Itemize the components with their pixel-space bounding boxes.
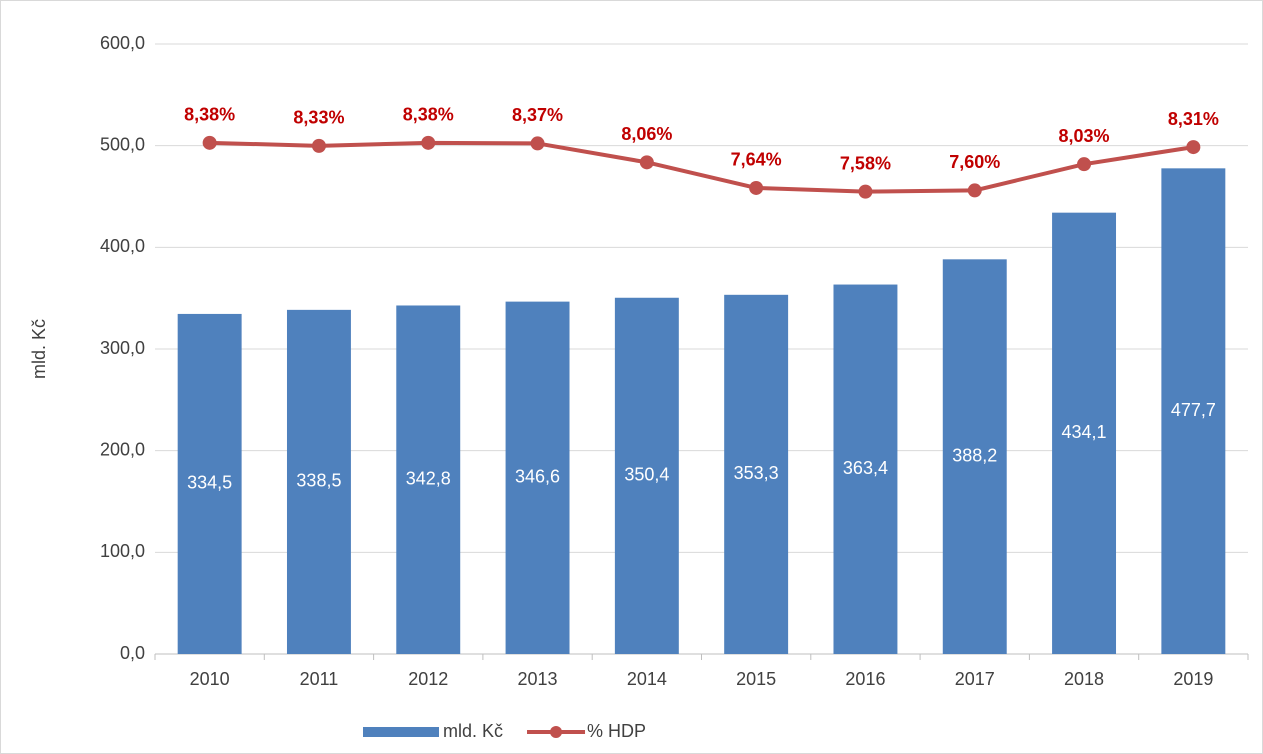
line-value-label: 8,37% (512, 105, 563, 125)
bar (1052, 212, 1117, 655)
legend-marker (550, 726, 563, 738)
y-tick-label: 100,0 (100, 541, 145, 561)
bar (505, 301, 570, 654)
line-value-label: 7,64% (731, 150, 782, 170)
line-value-label: 8,38% (403, 105, 454, 125)
line-marker (530, 136, 545, 151)
y-tick-label: 500,0 (100, 134, 145, 154)
line-marker (967, 183, 982, 198)
line-value-label: 8,33% (293, 108, 344, 128)
x-tick-label: 2013 (518, 669, 558, 689)
line-marker (858, 184, 873, 199)
y-tick-label: 300,0 (100, 338, 145, 358)
bar (614, 297, 679, 654)
x-tick-label: 2017 (955, 669, 995, 689)
x-tick-label: 2011 (300, 669, 339, 689)
line-value-label: 8,03% (1059, 126, 1110, 146)
y-tick-label: 0,0 (120, 643, 145, 663)
line-marker (311, 138, 326, 153)
x-tick-label: 2019 (1173, 669, 1213, 689)
y-axis-title: mld. Kč (29, 319, 49, 379)
line-value-label: 7,60% (949, 152, 1000, 172)
y-tick-label: 600,0 (100, 33, 145, 53)
line (209, 140, 1194, 194)
bar (286, 309, 351, 654)
line-value-label: 7,58% (840, 153, 891, 173)
legend-label: mld. Kč (443, 721, 503, 741)
bar-value-label: 363,4 (843, 458, 888, 478)
bar-value-label: 388,2 (952, 445, 997, 465)
x-tick-label: 2014 (627, 669, 667, 689)
legend-swatch (363, 727, 439, 737)
bar-value-label: 350,4 (624, 465, 669, 485)
bar-value-label: 434,1 (1062, 422, 1107, 442)
bar (833, 284, 898, 654)
bar-value-label: 338,5 (296, 471, 341, 491)
x-tick-label: 2018 (1064, 669, 1104, 689)
y-tick-label: 200,0 (100, 439, 145, 459)
y-tick-label: 400,0 (100, 236, 145, 256)
line-marker (639, 155, 654, 170)
x-tick-label: 2016 (845, 669, 885, 689)
bar (1161, 168, 1226, 655)
line-marker (421, 135, 436, 150)
x-tick-label: 2010 (190, 669, 230, 689)
bar-value-label: 342,8 (406, 468, 451, 488)
line-value-label: 8,06% (621, 124, 672, 144)
line-marker (1186, 140, 1201, 155)
x-tick-label: 2015 (736, 669, 776, 689)
line-marker (1077, 157, 1092, 172)
bar (177, 313, 242, 654)
bar-value-label: 353,3 (734, 463, 779, 483)
bar-value-label: 346,6 (515, 467, 560, 487)
bar (396, 305, 461, 654)
bar (724, 294, 789, 654)
line-value-label: 8,31% (1168, 109, 1219, 129)
line-marker (749, 180, 764, 195)
legend-label: % HDP (587, 721, 646, 741)
bar (942, 259, 1007, 654)
line-marker (202, 135, 217, 150)
bar-value-label: 477,7 (1171, 400, 1216, 420)
line-value-label: 8,38% (184, 105, 235, 125)
x-tick-label: 2012 (408, 669, 448, 689)
bar-value-label: 334,5 (187, 473, 232, 493)
